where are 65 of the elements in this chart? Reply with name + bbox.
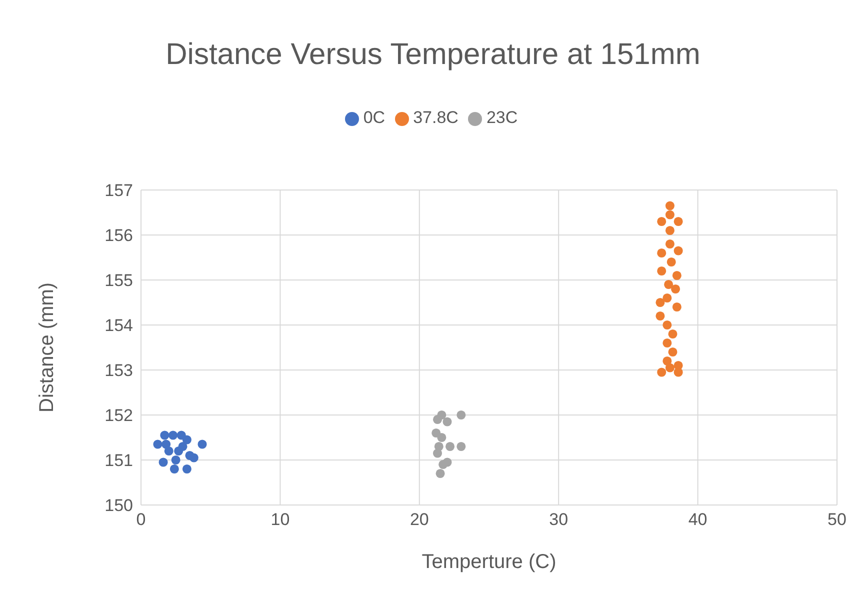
- x-tick-label: 10: [270, 510, 290, 530]
- point: [437, 432, 446, 442]
- y-tick-label: 156: [104, 226, 133, 246]
- point: [442, 458, 452, 467]
- point: [668, 347, 678, 357]
- point: [456, 442, 466, 452]
- point: [665, 201, 674, 210]
- x-tick-label: 40: [688, 510, 708, 530]
- point: [657, 266, 666, 276]
- y-tick-label: 154: [104, 316, 133, 336]
- point: [158, 458, 168, 467]
- point: [657, 248, 666, 258]
- y-tick-label: 152: [104, 406, 133, 426]
- point: [153, 440, 162, 449]
- point: [162, 440, 171, 449]
- point: [656, 298, 665, 308]
- point: [665, 239, 674, 249]
- point: [674, 216, 683, 226]
- y-tick-label: 157: [104, 181, 133, 200]
- point: [168, 430, 178, 440]
- point: [170, 464, 179, 474]
- point: [432, 448, 442, 458]
- point: [668, 329, 678, 339]
- point: [437, 410, 446, 420]
- x-tick-label: 0: [136, 510, 146, 530]
- point: [666, 257, 676, 267]
- legend-label: 37.8C: [413, 108, 458, 127]
- x-tick-label: 50: [828, 510, 846, 530]
- point: [189, 453, 198, 462]
- point: [672, 270, 682, 280]
- y-tick-label: 155: [104, 271, 133, 290]
- point: [662, 293, 672, 303]
- point: [446, 442, 455, 452]
- point: [182, 435, 192, 444]
- point: [198, 440, 207, 449]
- chart-title: Distance Versus Temperature at 151mm: [164, 38, 702, 72]
- point: [662, 338, 672, 348]
- point: [674, 246, 683, 256]
- x-tick-label: 30: [549, 510, 568, 530]
- point: [171, 455, 180, 465]
- point: [674, 368, 683, 377]
- point: [174, 446, 184, 456]
- point: [657, 368, 666, 377]
- point: [657, 216, 666, 226]
- point: [182, 464, 192, 474]
- point: [160, 430, 170, 440]
- point: [442, 417, 452, 426]
- y-tick-label: 151: [104, 451, 133, 470]
- point: [456, 410, 466, 420]
- x-tick-label: 20: [410, 510, 429, 530]
- point: [672, 302, 682, 312]
- y-tick-label: 150: [104, 496, 133, 516]
- point: [662, 320, 672, 330]
- legend-label: 0C: [363, 108, 386, 127]
- legend-label: 23C: [486, 108, 518, 127]
- point: [656, 311, 665, 321]
- y-tick-label: 153: [104, 361, 133, 380]
- point: [664, 280, 674, 290]
- point: [665, 363, 674, 372]
- point: [665, 210, 674, 220]
- point: [671, 284, 680, 294]
- point: [436, 468, 445, 478]
- point: [665, 226, 674, 236]
- y-axis-title: Distance (mm): [36, 282, 58, 413]
- x-axis-title: Temperture (C): [422, 551, 556, 573]
